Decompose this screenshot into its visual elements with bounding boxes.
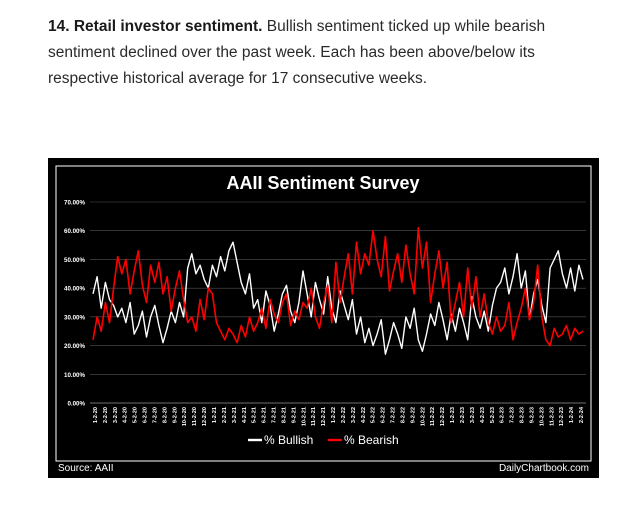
x-tick-label: 4-2-23 [480,407,486,423]
article-heading: 14. Retail investor sentiment. [48,18,263,35]
x-tick-label: 1-2-21 [212,407,218,423]
x-tick-label: 9-2-23 [529,407,535,423]
x-tick-label: 11-2-22 [430,407,436,426]
x-tick-label: 4-2-20 [123,407,129,423]
x-tick-label: 7-2-21 [272,407,278,423]
article-body: Bullish sentiment ticked up while bearis… [48,18,546,87]
x-tick-label: 2-2-24 [579,406,585,423]
article-paragraph: 14. Retail investor sentiment. Bullish s… [48,14,608,92]
x-tick-label: 3-2-22 [351,407,357,423]
x-tick-label: 6-2-21 [262,407,268,423]
x-tick-label: 7-2-23 [510,407,516,423]
x-tick-label: 3-2-23 [470,407,476,423]
x-tick-label: 1-2-20 [93,407,99,423]
chart-source: Source: AAII [58,463,114,474]
x-tick-label: 2-2-22 [341,407,347,423]
x-tick-label: 1-2-23 [450,407,456,423]
x-tick-label: 8-2-23 [520,407,526,423]
y-tick-label: 50.00% [64,257,85,264]
legend-label: % Bullish [264,433,313,447]
y-tick-label: 10.00% [64,372,85,379]
x-tick-label: 9-2-21 [291,407,297,423]
x-tick-label: 5-2-22 [371,407,377,423]
x-tick-label: 6-2-20 [143,407,149,423]
chart-site-credit: DailyChartbook.com [498,463,589,474]
x-tick-label: 11-2-20 [192,407,198,426]
sentiment-chart: AAII Sentiment Survey 0.00% 10.00% 20.00% 30… [55,165,592,462]
y-tick-label: 0.00% [67,401,85,408]
x-tick-label: 12-2-20 [202,407,208,426]
x-tick-label: 10-2-23 [539,407,545,426]
chart-border [55,165,592,462]
x-tick-label: 8-2-20 [162,407,168,423]
x-tick-label: 7-2-22 [391,407,397,423]
series-line-bearish [92,227,584,347]
x-tick-label: 1-2-22 [331,407,337,423]
x-tick-label: 8-2-21 [281,407,287,423]
x-tick-label: 4-2-21 [242,407,248,423]
x-tick-label: 12-2-22 [440,407,446,426]
x-tick-label: 11-2-21 [311,407,317,426]
x-tick-label: 8-2-22 [400,407,406,423]
x-tick-label: 3-2-21 [232,407,238,423]
y-tick-label: 20.00% [64,343,85,350]
x-tick-label: 4-2-22 [361,407,367,423]
x-tick-label: 10-2-22 [420,407,426,426]
series-line-bullish [92,241,584,355]
y-tick-label: 30.00% [64,314,85,321]
y-tick-label: 60.00% [64,228,85,235]
x-tick-label: 12-2-23 [559,407,565,426]
chart-title: AAII Sentiment Survey [226,173,419,193]
x-tick-label: 5-2-21 [252,407,258,423]
x-tick-label: 2-2-21 [222,407,228,423]
x-tick-label: 5-2-20 [133,407,139,423]
y-tick-label: 70.00% [64,200,85,207]
y-tick-label: 40.00% [64,286,85,293]
x-tick-label: 2-2-20 [103,407,109,423]
x-tick-label: 3-2-20 [113,407,119,423]
x-tick-label: 1-2-24 [569,406,575,423]
legend-label: % Bearish [344,433,399,447]
x-tick-label: 5-2-23 [490,407,496,423]
x-tick-label: 9-2-20 [172,407,178,423]
x-tick-label: 11-2-23 [549,407,555,426]
x-tick-label: 2-2-23 [460,407,466,423]
x-tick-label: 7-2-20 [152,407,158,423]
x-tick-label: 9-2-22 [410,407,416,423]
x-tick-label: 10-2-20 [182,407,188,426]
x-tick-label: 12-2-21 [321,407,327,426]
x-tick-label: 6-2-22 [381,407,387,423]
chart-image: AAII Sentiment Survey 0.00% 10.00% 20.00% 30… [48,158,599,478]
x-tick-label: 10-2-21 [301,407,307,426]
x-tick-label: 6-2-23 [500,407,506,423]
